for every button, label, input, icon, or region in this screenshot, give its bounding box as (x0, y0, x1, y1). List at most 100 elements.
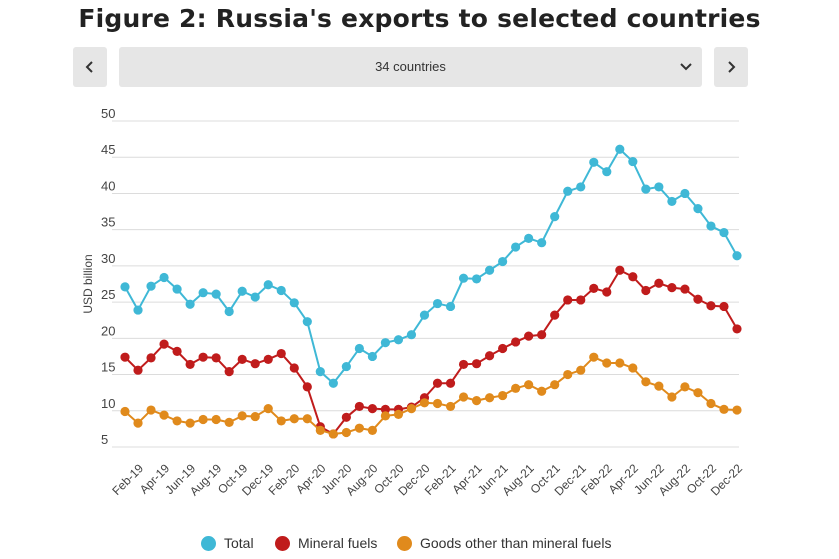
data-point-total (419, 310, 430, 320)
data-point-other-goods (341, 427, 351, 438)
data-point-mineral-fuels (198, 352, 208, 362)
data-point-mineral-fuels (537, 330, 547, 340)
data-point-total (146, 281, 156, 291)
data-point-other-goods (432, 398, 443, 409)
data-point-mineral-fuels (615, 265, 625, 275)
data-point-total (224, 306, 234, 317)
legend-dot-mineral-fuels (275, 535, 290, 551)
data-point-total (120, 282, 130, 292)
data-point-total (641, 184, 651, 194)
data-point-mineral-fuels (589, 283, 599, 293)
data-point-total (250, 292, 260, 302)
y-tick-label: 30 (101, 251, 115, 266)
data-point-other-goods (172, 416, 182, 426)
data-point-total (185, 299, 195, 309)
data-point-other-goods (498, 390, 508, 401)
data-point-other-goods (680, 382, 690, 392)
data-point-mineral-fuels (458, 359, 469, 370)
data-point-total (537, 238, 547, 248)
y-tick-label: 45 (101, 142, 115, 157)
data-point-mineral-fuels (172, 346, 182, 356)
data-point-mineral-fuels (367, 404, 378, 414)
data-point-other-goods (393, 409, 404, 419)
data-point-mineral-fuels (693, 294, 703, 304)
data-point-other-goods (289, 414, 299, 424)
data-point-mineral-fuels (706, 301, 716, 311)
data-point-other-goods (576, 365, 586, 375)
data-point-total (498, 256, 508, 267)
data-point-total (445, 301, 456, 312)
data-point-mineral-fuels (628, 272, 638, 282)
data-point-mineral-fuels (563, 295, 573, 305)
data-point-mineral-fuels (302, 382, 312, 392)
data-point-total (680, 188, 690, 199)
data-point-other-goods (719, 404, 729, 414)
y-tick-label: 10 (101, 396, 115, 411)
data-point-total (693, 204, 703, 214)
data-point-total (380, 338, 391, 348)
y-tick-label: 20 (101, 323, 115, 338)
data-point-other-goods (445, 401, 456, 412)
data-point-other-goods (198, 414, 208, 425)
data-point-other-goods (133, 418, 143, 428)
data-point-total (341, 361, 351, 372)
data-point-other-goods (589, 352, 599, 362)
data-point-total (393, 335, 404, 345)
data-point-total (263, 280, 273, 290)
data-point-mineral-fuels (432, 378, 443, 388)
data-point-other-goods (263, 404, 273, 414)
x-tick-label: Feb-19 (109, 461, 146, 498)
y-tick-label: 25 (101, 287, 115, 302)
data-point-other-goods (511, 383, 521, 393)
data-point-mineral-fuels (289, 363, 299, 373)
data-point-total (367, 351, 378, 362)
legend-item-other-goods: Goods other than mineral fuels (397, 535, 611, 551)
data-point-mineral-fuels (250, 359, 260, 369)
next-button[interactable] (714, 47, 748, 87)
data-point-other-goods (524, 380, 534, 390)
data-point-other-goods (615, 358, 625, 368)
data-point-other-goods (667, 392, 677, 402)
data-point-other-goods (354, 423, 364, 433)
data-point-other-goods (211, 414, 221, 425)
data-point-total (289, 298, 299, 308)
data-point-total (654, 182, 664, 192)
data-point-other-goods (237, 411, 247, 421)
data-point-total (719, 227, 729, 238)
chevron-down-icon (680, 63, 692, 71)
data-point-other-goods (484, 393, 495, 403)
legend: Total Mineral fuels Goods other than min… (0, 535, 839, 555)
data-point-other-goods (471, 396, 482, 406)
data-point-other-goods (654, 381, 664, 391)
y-tick-label: 50 (101, 106, 115, 121)
data-point-total (237, 286, 247, 296)
data-point-mineral-fuels (680, 284, 690, 294)
data-point-mineral-fuels (511, 337, 521, 347)
data-point-total (406, 330, 417, 340)
data-point-mineral-fuels (471, 359, 482, 369)
chevron-left-icon (85, 61, 93, 73)
data-point-mineral-fuels (276, 348, 286, 359)
data-point-mineral-fuels (237, 354, 247, 364)
data-point-total (732, 251, 742, 261)
data-point-mineral-fuels (341, 412, 351, 422)
data-point-total (524, 233, 534, 243)
data-point-other-goods (328, 429, 338, 439)
data-point-other-goods (380, 411, 391, 421)
data-point-total (511, 242, 521, 252)
data-point-other-goods (224, 417, 234, 427)
data-point-other-goods (641, 377, 651, 387)
data-point-total (328, 378, 338, 388)
chart-title: Figure 2: Russia's exports to selected c… (78, 4, 761, 33)
previous-button[interactable] (73, 47, 107, 87)
data-point-other-goods (185, 418, 195, 428)
data-point-total (211, 289, 221, 299)
data-point-total (706, 221, 716, 231)
data-point-mineral-fuels (146, 353, 156, 363)
data-point-total (458, 273, 469, 283)
data-point-total (432, 298, 443, 309)
data-point-mineral-fuels (120, 352, 130, 362)
data-point-total (615, 144, 625, 154)
country-group-select[interactable]: 34 countries (119, 47, 702, 87)
